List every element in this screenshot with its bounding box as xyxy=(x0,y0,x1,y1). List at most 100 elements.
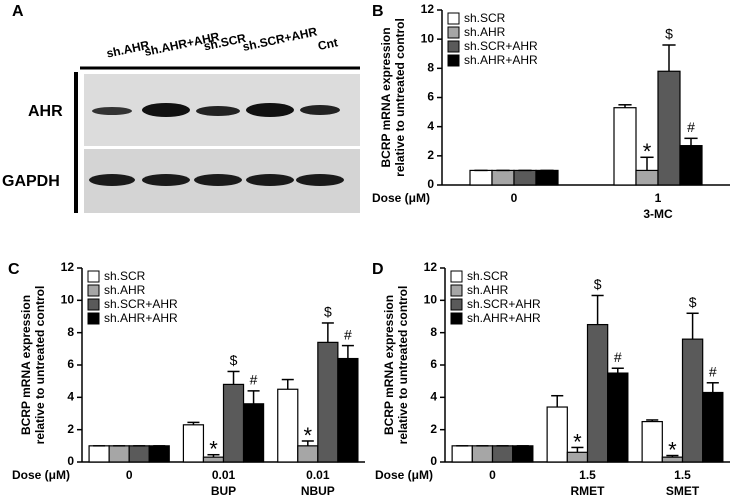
x-tick-label: 0 xyxy=(126,468,133,482)
legend-label: sh.AHR xyxy=(467,283,509,297)
blot-panel: A sh.AHR sh.AHR+AHR sh.SCR sh.SCR+AHR Cn… xyxy=(2,3,360,213)
bar xyxy=(88,445,110,463)
x-tick-label: 0.01 xyxy=(212,468,236,482)
x-group-label: BUP xyxy=(211,484,236,498)
bar xyxy=(471,445,494,463)
bar xyxy=(546,406,568,463)
x-group-label: 3-MC xyxy=(643,207,673,221)
significance-mark: * xyxy=(643,139,652,164)
y-axis-label-line: relative to untreated control xyxy=(393,18,407,177)
blot-band xyxy=(296,174,344,186)
significance-mark: # xyxy=(709,363,717,379)
bar xyxy=(451,445,473,463)
x-group-label: SMET xyxy=(666,484,700,498)
legend-swatch xyxy=(87,270,100,283)
significance-mark: $ xyxy=(665,26,673,42)
bar xyxy=(679,145,703,186)
bar xyxy=(148,445,170,463)
y-tick-label: 6 xyxy=(430,357,437,371)
bar xyxy=(641,420,663,463)
y-axis-label-line: BCRP mRNA expression xyxy=(19,295,33,435)
lane-label: Cnt xyxy=(317,35,339,53)
legend-label: sh.SCR+AHR xyxy=(104,297,178,311)
blot-band xyxy=(194,174,242,186)
y-tick-label: 10 xyxy=(61,293,75,307)
y-tick-label: 4 xyxy=(427,119,434,133)
y-tick-label: 12 xyxy=(424,260,438,274)
significance-mark: * xyxy=(573,429,582,454)
lane-label: sh.SCR+AHR xyxy=(241,24,318,53)
y-tick-label: 6 xyxy=(67,357,74,371)
legend-label: sh.SCR xyxy=(467,269,509,283)
bar xyxy=(491,169,515,186)
significance-mark: # xyxy=(250,372,258,388)
y-axis-label-line: BCRP mRNA expression xyxy=(379,27,393,167)
legend-label: sh.SCR+AHR xyxy=(467,297,541,311)
blot-band xyxy=(89,174,135,186)
y-tick-label: 4 xyxy=(430,390,437,404)
bar xyxy=(317,341,339,463)
y-tick-label: 8 xyxy=(67,325,74,339)
legend-label: sh.AHR+AHR xyxy=(104,311,178,325)
y-tick-label: 4 xyxy=(67,390,74,404)
y-tick-label: 2 xyxy=(67,422,74,436)
y-axis-label: BCRP mRNA expressionrelative to untreate… xyxy=(379,18,407,177)
y-tick-label: 2 xyxy=(430,422,437,436)
bar xyxy=(607,372,629,463)
bar xyxy=(182,424,205,463)
x-tick-label: 0 xyxy=(489,468,496,482)
bar xyxy=(108,445,130,463)
bar xyxy=(512,445,534,463)
dose-label: Dose (μM) xyxy=(375,468,433,482)
significance-mark: $ xyxy=(324,304,332,320)
bar xyxy=(586,323,609,463)
blot-band xyxy=(246,174,294,186)
bar xyxy=(242,403,265,463)
y-tick-label: 2 xyxy=(427,148,434,162)
panel-letter: B xyxy=(372,3,384,20)
significance-mark: # xyxy=(687,119,695,135)
bar xyxy=(128,445,150,463)
legend-label: sh.SCR+AHR xyxy=(464,39,538,53)
y-tick-label: 6 xyxy=(427,90,434,104)
panel-letter: C xyxy=(8,261,20,278)
bar xyxy=(222,383,245,463)
bar xyxy=(657,70,681,186)
blot-band xyxy=(246,103,294,117)
significance-mark: * xyxy=(668,437,677,462)
y-tick-label: 0 xyxy=(427,177,434,191)
y-axis-label-line: BCRP mRNA expression xyxy=(382,295,396,435)
bar xyxy=(469,169,493,186)
bar xyxy=(513,169,537,186)
significance-mark: $ xyxy=(230,352,238,368)
legend-swatch xyxy=(87,298,100,311)
y-tick-label: 10 xyxy=(421,31,435,45)
x-tick-label: 0 xyxy=(511,191,518,205)
significance-mark: * xyxy=(304,423,313,448)
bar xyxy=(337,357,359,463)
x-group-label: RMET xyxy=(571,484,606,498)
significance-mark: # xyxy=(344,326,352,342)
legend-label: sh.SCR xyxy=(464,11,506,25)
bar xyxy=(702,391,724,463)
legend-swatch xyxy=(450,270,463,283)
legend-swatch xyxy=(450,298,463,311)
x-tick-label: 1.5 xyxy=(674,468,691,482)
blot-band xyxy=(300,105,340,115)
panel-letter: A xyxy=(12,3,24,20)
y-axis-label: BCRP mRNA expressionrelative to untreate… xyxy=(19,286,47,445)
legend-swatch xyxy=(450,284,463,297)
legend-label: sh.AHR xyxy=(464,25,506,39)
significance-mark: $ xyxy=(594,276,602,292)
bar xyxy=(635,169,659,186)
blot-band xyxy=(92,107,132,115)
x-tick-label: 1 xyxy=(655,191,662,205)
panel-letter: D xyxy=(372,261,384,278)
bar xyxy=(297,445,319,463)
legend-swatch xyxy=(447,54,460,67)
bar xyxy=(491,445,514,463)
y-tick-label: 12 xyxy=(421,2,435,16)
y-tick-label: 8 xyxy=(430,325,437,339)
row-label: AHR xyxy=(28,103,63,120)
